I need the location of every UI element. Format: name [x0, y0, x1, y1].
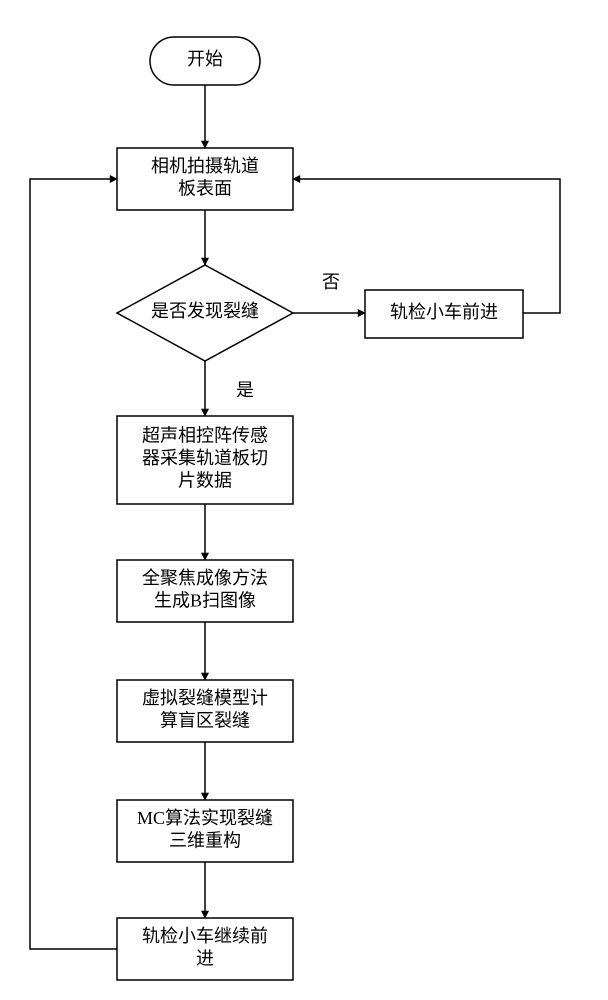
node-text: 相机拍摄轨道: [151, 156, 259, 176]
node-text: 板表面: [178, 178, 232, 198]
node-text: 算盲区裂缝: [160, 710, 250, 730]
node-text: 三维重构: [169, 830, 241, 850]
label-yes: 是: [236, 380, 254, 400]
node-text: 轨检小车继续前: [142, 926, 268, 946]
node-text: 生成B扫图像: [154, 590, 256, 610]
node-text: 进: [196, 948, 214, 968]
node-text: 片数据: [178, 471, 232, 491]
node-text: 开始: [187, 49, 223, 69]
label-no: 否: [322, 272, 340, 292]
node-text: MC算法实现裂缝: [137, 808, 273, 828]
node-text: 器采集轨道板切: [142, 448, 268, 468]
edge-cont-cam: [30, 179, 117, 949]
node-text: 是否发现裂缝: [151, 301, 259, 321]
node-text: 超声相控阵传感: [142, 426, 268, 446]
node-text: 全聚焦成像方法: [142, 568, 268, 588]
node-text: 轨检小车前进: [390, 302, 498, 322]
node-text: 虚拟裂缝模型计: [142, 688, 268, 708]
